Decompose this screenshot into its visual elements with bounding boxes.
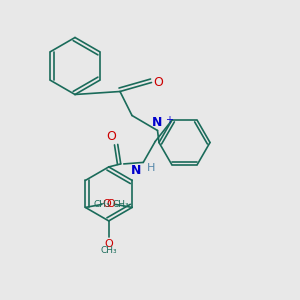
Text: O: O — [106, 130, 116, 143]
Text: O: O — [104, 239, 113, 249]
Text: O: O — [106, 200, 115, 209]
Text: N: N — [131, 164, 142, 177]
Text: CH₃: CH₃ — [100, 246, 117, 255]
Text: O: O — [153, 76, 163, 89]
Text: +: + — [165, 115, 173, 125]
Text: H: H — [147, 163, 155, 173]
Text: N: N — [152, 116, 163, 129]
Text: CH₃: CH₃ — [113, 200, 130, 209]
Text: CH₃: CH₃ — [93, 200, 110, 209]
Text: O: O — [102, 200, 111, 209]
